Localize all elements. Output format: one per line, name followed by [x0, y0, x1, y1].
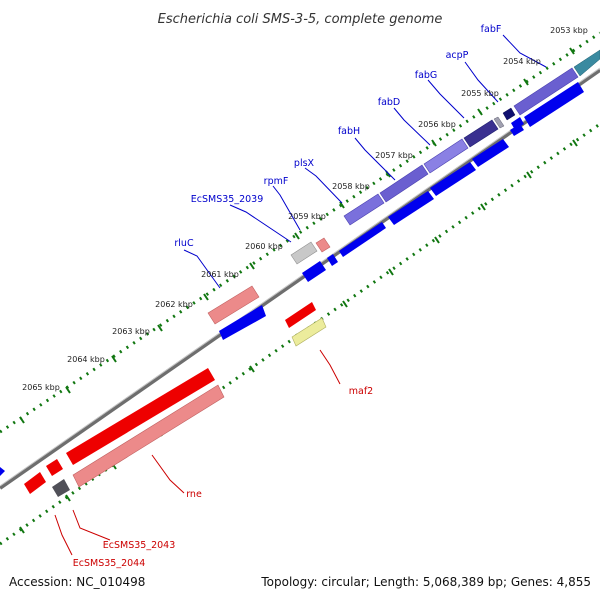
- topology-text: Topology: circular; Length: 5,068,389 bp…: [260, 575, 591, 589]
- gene-label-maf2[interactable]: maf2: [349, 386, 373, 397]
- gene-label-EcSMS35_2044[interactable]: EcSMS35_2044: [73, 558, 146, 569]
- gene-label-acpP[interactable]: acpP: [446, 50, 469, 61]
- gene-label-rpmF[interactable]: rpmF: [264, 176, 289, 187]
- gene-label-rne[interactable]: rne: [186, 489, 202, 500]
- feature-fabH[interactable]: [379, 164, 429, 203]
- tick-label-2057: 2057 kbp: [375, 151, 413, 160]
- cds-blue-5[interactable]: [510, 124, 524, 136]
- gene-label-fabD[interactable]: fabD: [378, 97, 401, 108]
- feature-next: [573, 49, 600, 77]
- genome-backbone: [0, 68, 600, 490]
- feature-rne[interactable]: [72, 384, 225, 488]
- feature-rpmF[interactable]: [315, 237, 331, 253]
- cds-blue-1[interactable]: [339, 222, 386, 257]
- tick-label-2058: 2058 kbp: [332, 182, 370, 191]
- feature-fabF[interactable]: [513, 67, 579, 116]
- accession-text: Accession: NC_010498: [9, 575, 145, 589]
- cds-blue-3[interactable]: [430, 162, 476, 196]
- feature-maf2[interactable]: [291, 317, 327, 347]
- feature-plsX[interactable]: [343, 193, 385, 226]
- reverse-label-leaders: [54, 349, 341, 556]
- genome-backbone-highlight: [0, 67, 600, 487]
- cds-blue-10: [511, 117, 524, 130]
- tick-label-2059: 2059 kbp: [288, 212, 326, 221]
- inner-ring-major-ticks: [19, 139, 578, 534]
- tick-label-2053: 2053 kbp: [550, 26, 588, 35]
- cds-blue-edge: [0, 467, 5, 476]
- gene-label-EcSMS35_2043[interactable]: EcSMS35_2043: [103, 540, 176, 551]
- gene-label-fabG[interactable]: fabG: [415, 70, 438, 81]
- tick-label-2065: 2065 kbp: [22, 383, 60, 392]
- tick-label-2054: 2054 kbp: [503, 57, 541, 66]
- cds-blue-7[interactable]: [302, 261, 326, 282]
- feature-acpP[interactable]: [502, 107, 516, 121]
- cds-blue-6[interactable]: [524, 82, 584, 127]
- map-title: Escherichia coli SMS-3-5, complete genom…: [158, 12, 443, 27]
- forward-label-leaders: [183, 34, 547, 289]
- feature-fabG-end: [493, 116, 505, 129]
- tick-label-2064: 2064 kbp: [67, 355, 105, 364]
- feature-EcSMS35_2039[interactable]: [290, 241, 318, 265]
- feature-fabG[interactable]: [463, 119, 499, 148]
- cds-blue-9[interactable]: [219, 305, 266, 340]
- gene-label-fabF[interactable]: fabF: [481, 24, 502, 35]
- cds-blue-2[interactable]: [388, 191, 434, 225]
- cds-blue-8[interactable]: [327, 254, 338, 266]
- outer-ring-major-ticks: [19, 47, 575, 424]
- feature-fabD[interactable]: [423, 138, 469, 174]
- gene-label-plsX[interactable]: plsX: [294, 158, 315, 169]
- tick-label-2060: 2060 kbp: [245, 242, 283, 251]
- tick-label-2056: 2056 kbp: [418, 120, 456, 129]
- feature-EcSMS35_2044-cds[interactable]: [46, 459, 63, 476]
- gene-label-EcSMS35_2039[interactable]: EcSMS35_2039: [191, 194, 264, 205]
- feature-rluC[interactable]: [207, 285, 260, 325]
- cds-blue-4[interactable]: [472, 139, 509, 167]
- tick-label-2063: 2063 kbp: [112, 327, 150, 336]
- feature-maf2-cds[interactable]: [285, 302, 316, 328]
- gene-label-fabH[interactable]: fabH: [338, 126, 360, 137]
- outer-dotted-ring: [0, 31, 600, 434]
- tick-label-2055: 2055 kbp: [461, 89, 499, 98]
- feature-EcSMS35_2043[interactable]: [52, 479, 70, 497]
- feature-EcSMS35_2044[interactable]: [24, 472, 46, 494]
- gene-label-rluC[interactable]: rluC: [174, 238, 194, 249]
- tick-label-2061: 2061 kbp: [201, 270, 239, 279]
- tick-label-2062: 2062 kbp: [155, 300, 193, 309]
- feature-rne-cds[interactable]: [66, 368, 215, 465]
